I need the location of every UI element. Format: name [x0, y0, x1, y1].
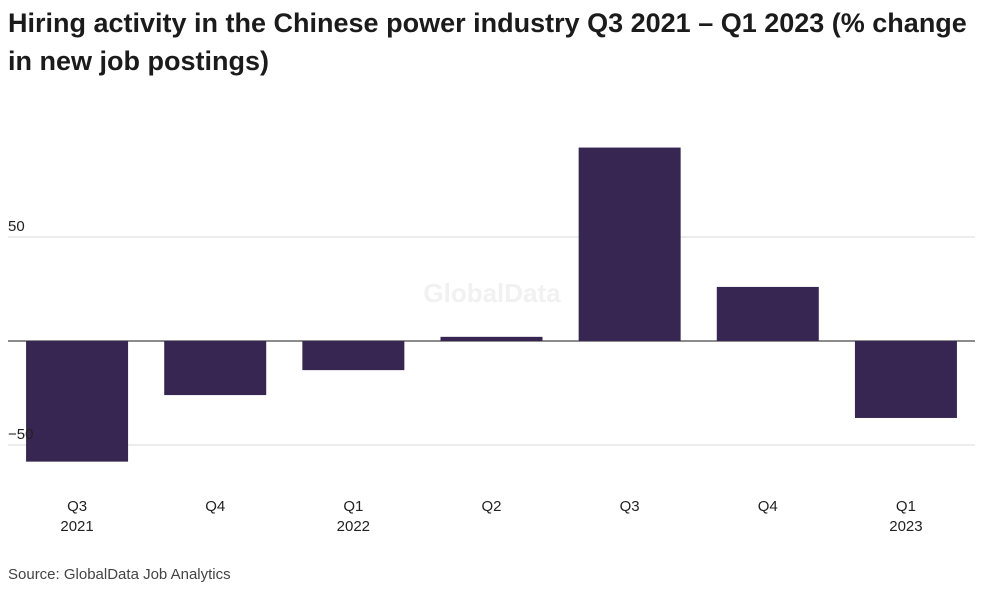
chart-title: Hiring activity in the Chinese power ind… [8, 8, 967, 76]
x-tick-label: Q3 [67, 498, 87, 515]
bar [26, 341, 129, 462]
x-tick-year-label: 2022 [337, 518, 370, 535]
y-axis-labels: 50 −50 [8, 218, 33, 443]
bar [578, 147, 681, 341]
watermark: GlobalData [423, 278, 561, 308]
y-tick-label: 50 [8, 218, 25, 235]
source-note: Source: GlobalData Job Analytics [8, 566, 231, 583]
x-tick-label: Q4 [758, 498, 778, 515]
bar [164, 341, 267, 396]
bar [302, 341, 405, 371]
y-tick-label: −50 [8, 426, 33, 443]
x-tick-label: Q4 [205, 498, 225, 515]
bar [854, 341, 957, 418]
x-tick-label: Q2 [481, 498, 501, 515]
bars [26, 147, 957, 462]
x-tick-label: Q1 [343, 498, 363, 515]
bar [440, 336, 543, 341]
x-tick-year-label: 2021 [60, 518, 93, 535]
bar [716, 286, 819, 341]
x-tick-label: Q3 [620, 498, 640, 515]
x-tick-label: Q1 [896, 498, 916, 515]
x-axis-labels: Q3 2021 Q4 Q1 2022 Q2 Q3 Q4 Q1 2023 [60, 498, 922, 535]
x-tick-year-label: 2023 [889, 518, 922, 535]
